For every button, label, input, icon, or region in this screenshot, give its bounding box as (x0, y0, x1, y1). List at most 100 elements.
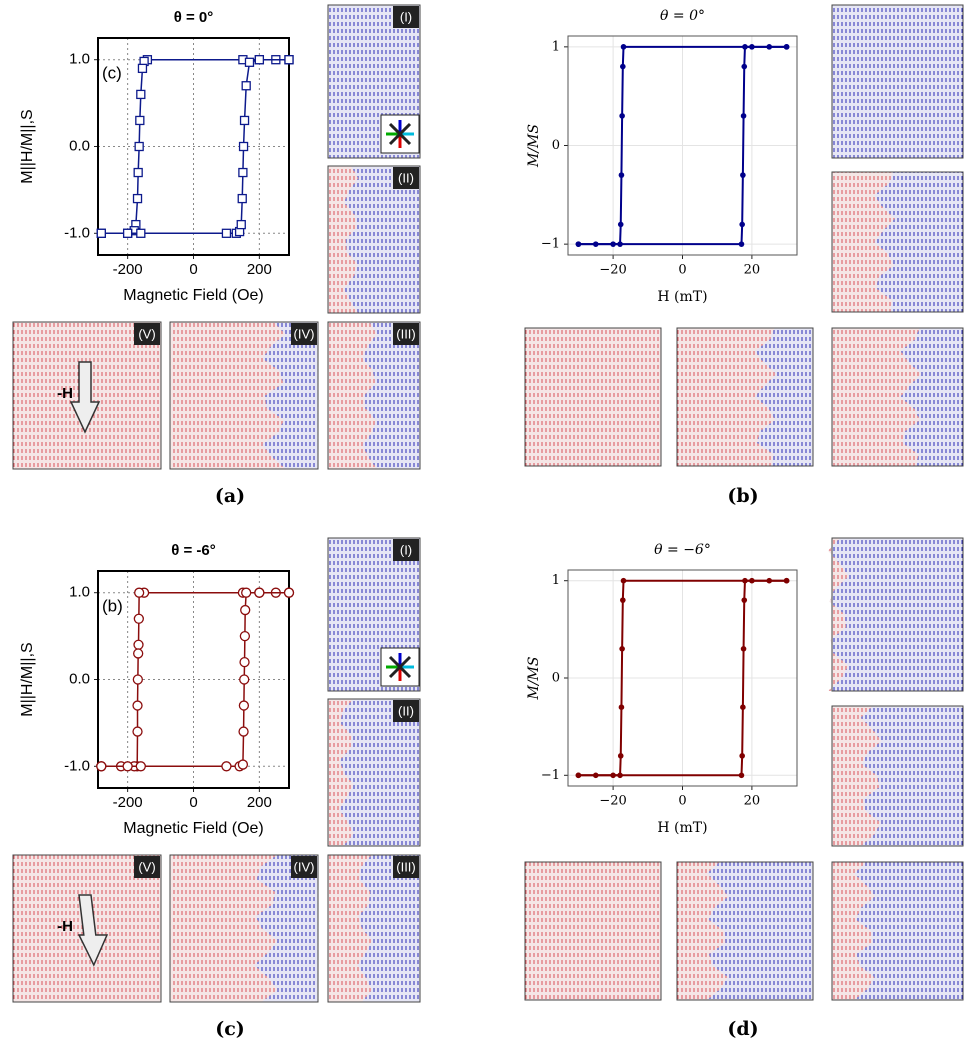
image-label: (I) (400, 542, 412, 557)
marker (283, 587, 295, 598)
marker (620, 44, 627, 50)
x-axis-label: Magnetic Field (Oe) (123, 287, 264, 304)
domain-frame (327, 854, 421, 1003)
y-axis-label: M/MS (526, 657, 542, 701)
image-label: (IV) (294, 326, 315, 341)
x-axis-label: H (mT) (657, 289, 707, 305)
marker (575, 772, 582, 779)
panel-label: (b) (727, 485, 758, 507)
red-domain (677, 862, 729, 1000)
domain-frame (676, 861, 814, 1001)
panel-label: (c) (215, 1018, 245, 1040)
marker (620, 63, 626, 70)
marker (738, 772, 745, 779)
direction-arrow (398, 665, 412, 679)
marker (238, 167, 248, 178)
marker (135, 761, 146, 772)
y-tick-label: 1.0 (69, 51, 90, 68)
domain-frame (831, 861, 964, 1001)
y-axis-label: M||H/M||,S (19, 642, 36, 716)
y-tick-label: -1.0 (64, 757, 90, 774)
image-label: (I) (400, 9, 412, 24)
marker (239, 115, 250, 126)
image-label-bg (393, 700, 419, 722)
domain-frame (169, 321, 319, 470)
image-label-bg (134, 856, 160, 878)
y-tick-label: 0 (552, 138, 560, 153)
marker (122, 761, 133, 772)
x-tick-label: -200 (113, 261, 143, 278)
domain-frame (676, 327, 814, 467)
y-tick-label: 1.0 (69, 584, 90, 601)
marker (122, 228, 133, 238)
marker (132, 193, 143, 204)
x-axis-label: H (mT) (657, 820, 707, 836)
domain-frame (327, 321, 421, 470)
marker (742, 44, 748, 50)
domain-frame (12, 321, 162, 470)
plot-frame (567, 35, 798, 256)
y-tick-label: -1.0 (64, 224, 90, 241)
red-domain (328, 855, 372, 1002)
marker (610, 241, 616, 247)
domain-frame (12, 854, 162, 1003)
plot-frame (97, 570, 290, 789)
y-axis-label: M||H/M||,S (19, 109, 36, 183)
marker (133, 167, 143, 178)
marker (133, 613, 144, 624)
domain-frame (169, 854, 319, 1003)
x-axis-label: Magnetic Field (Oe) (123, 820, 264, 837)
marker (221, 761, 232, 772)
domain-image (831, 537, 964, 692)
red-domain (832, 706, 882, 846)
marker (135, 115, 145, 126)
domain-frame (831, 537, 964, 692)
image-label-bg (393, 856, 419, 878)
marker (239, 674, 250, 685)
panel-label: (d) (727, 1018, 758, 1040)
red-domain (828, 538, 849, 691)
x-tick-label: 200 (247, 261, 272, 278)
direction-arrow (398, 122, 412, 136)
image-label-bg (291, 856, 317, 878)
marker (137, 63, 148, 74)
image-label: (III) (396, 859, 416, 874)
marker (740, 704, 746, 710)
chart-title: θ = 0° (174, 9, 214, 26)
image-label-bg (134, 323, 160, 345)
marker (618, 172, 625, 178)
red-domain (328, 699, 354, 846)
marker (741, 597, 748, 603)
x-tick-label: 20 (744, 794, 761, 809)
domain-image (831, 4, 964, 159)
marker (96, 228, 106, 238)
x-tick-label: −20 (599, 263, 626, 278)
y-tick-label: 0 (552, 671, 560, 686)
marker (132, 700, 143, 711)
image-label: (V) (138, 326, 155, 341)
x-tick-label: 20 (744, 263, 761, 278)
marker (741, 63, 748, 70)
plot-frame (97, 37, 290, 256)
marker (254, 587, 265, 598)
loop-line (578, 579, 787, 777)
red-domain (677, 328, 777, 466)
marker (740, 646, 747, 652)
direction-arrow (398, 655, 412, 669)
red-domain (328, 166, 359, 313)
domain-frame (524, 327, 662, 467)
image-label: (III) (396, 326, 416, 341)
panel-label: (a) (215, 485, 245, 507)
marker (236, 219, 246, 230)
red-domain (170, 322, 286, 469)
plot-frame (567, 569, 798, 787)
image-label: (II) (398, 703, 414, 718)
red-domain (170, 855, 278, 1002)
inset-label: (b) (102, 596, 123, 615)
image-label: (IV) (294, 859, 315, 874)
marker (132, 726, 143, 737)
marker (575, 241, 582, 247)
y-tick-label: −1 (541, 237, 560, 252)
x-tick-label: 200 (247, 794, 272, 811)
marker (133, 648, 144, 659)
